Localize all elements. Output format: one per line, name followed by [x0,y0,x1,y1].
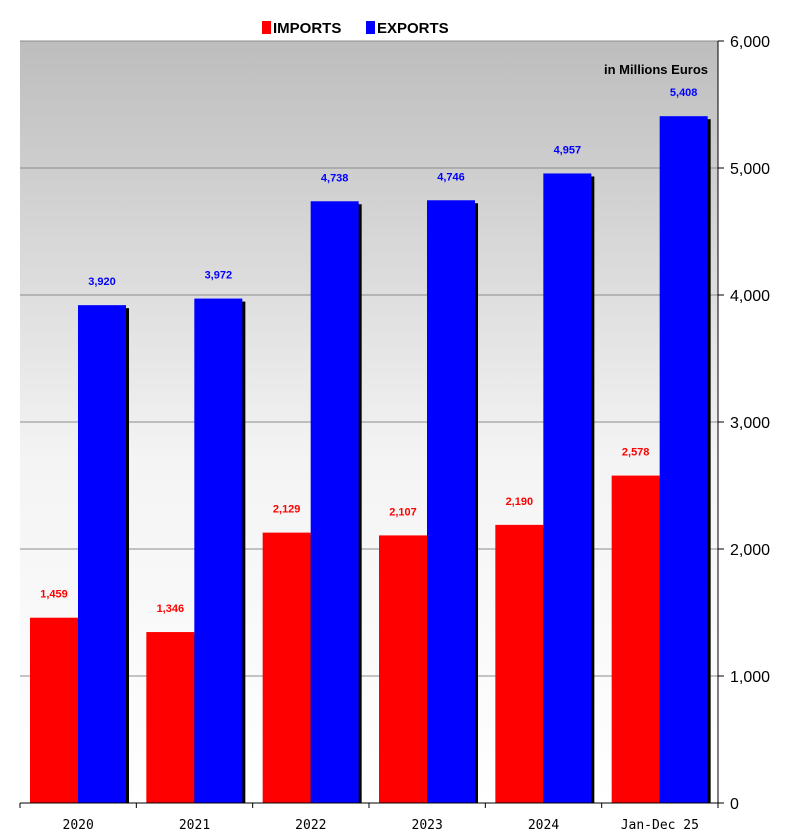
data-label: 1,459 [40,589,68,601]
legend-swatch [366,21,375,34]
exports-bar [427,200,475,803]
exports-bar [543,173,592,803]
data-label: 5,408 [670,87,698,99]
imports-bar [611,475,660,803]
data-label: 2,578 [622,447,650,459]
axes: 0 1,000 2,000 3,000 4,000 5,000 6,000 2020 2021 2… [19,34,770,833]
x-tick-label: Jan-Dec 25 [621,818,699,833]
x-tick-label: 2023 [412,818,443,833]
exports-bar [310,201,359,804]
y-tick-label: 6,000 [730,34,770,51]
exports-bar [78,305,126,803]
data-label: 3,972 [205,270,233,282]
legend-swatch [262,21,271,34]
data-label: 4,957 [554,144,582,156]
x-tick-label: 2024 [528,818,559,833]
legend-label: IMPORTS [273,20,341,37]
data-label: 1,346 [157,603,185,615]
bars [30,116,711,804]
y-tick-label: 1,000 [730,669,770,686]
x-tick-label: 2021 [179,818,210,833]
data-labels: 1,459 3,920 1,346 3,972 2,129 4,738 2,107 4,746… [40,87,697,615]
y-tick-label: 2,000 [730,542,770,559]
y-tick-label: 3,000 [730,415,770,432]
y-tick-label: 5,000 [730,161,770,178]
imports-bar [495,524,544,803]
unit-note: in Millions Euros [604,62,708,77]
exports-bar [194,298,243,803]
data-label: 2,107 [389,506,417,518]
data-label: 3,920 [88,276,116,288]
data-label: 4,738 [321,172,349,184]
imports-bar [262,532,311,803]
y-tick-label: 0 [730,796,739,813]
y-tick-label: 4,000 [730,288,770,305]
data-label: 4,746 [437,171,465,183]
imports-bar [30,617,78,803]
x-tick-label: 2020 [63,818,94,833]
exports-bar [659,116,708,803]
legend: IMPORTS EXPORTS [262,20,449,37]
x-tick-label: 2022 [295,818,326,833]
legend-label: EXPORTS [377,20,449,37]
imports-bar [379,535,427,803]
imports-bar [146,632,195,803]
data-label: 2,129 [273,504,301,516]
data-label: 2,190 [506,496,534,508]
